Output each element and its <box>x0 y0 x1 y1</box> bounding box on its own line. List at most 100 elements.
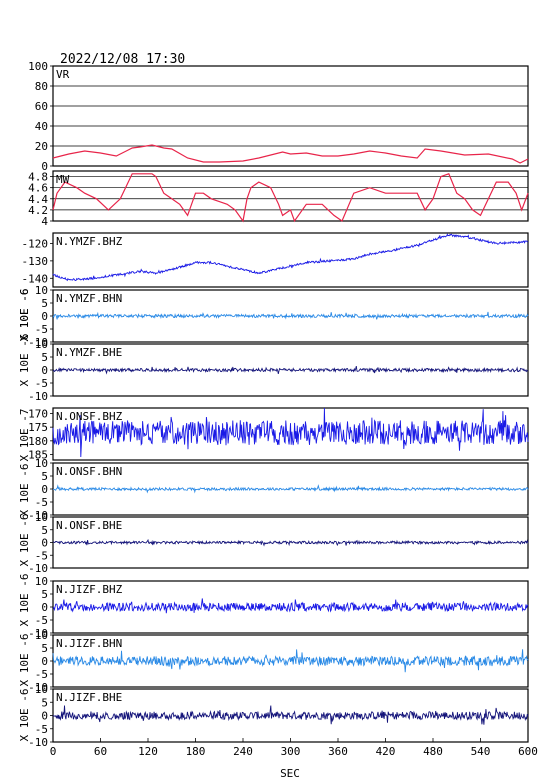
y-tick-label: -120 <box>22 237 49 250</box>
unit-label-ymzf-bhe: X 10E -6 <box>18 334 31 387</box>
y-tick-label: 10 <box>35 575 48 588</box>
y-tick-label: -5 <box>35 549 48 562</box>
y-tick-label: -10 <box>28 627 48 640</box>
x-tick-label: 120 <box>138 745 158 758</box>
panel-title: N.ONSF.BHN <box>56 465 122 478</box>
x-tick-label: 540 <box>471 745 491 758</box>
y-tick-label: 185 <box>28 449 48 462</box>
y-tick-label: 100 <box>28 60 48 73</box>
y-tick-label: -10 <box>28 736 48 749</box>
panel-title: N.ONSF.BHE <box>56 519 122 532</box>
y-tick-label: -5 <box>35 323 48 336</box>
y-tick-label: 5 <box>41 351 48 364</box>
y-tick-label: -130 <box>22 255 49 268</box>
panel-title: N.JIZF.BHE <box>56 691 122 704</box>
unit-label-jizf-bhz: X 10E -6 <box>18 574 31 627</box>
y-tick-label: 10 <box>35 457 48 470</box>
y-tick-label: 10 <box>35 284 48 297</box>
x-tick-label: 600 <box>518 745 538 758</box>
y-tick-label: -5 <box>35 614 48 627</box>
panel-frame <box>52 65 529 167</box>
panel-title: N.YMZF.BHN <box>56 292 122 305</box>
y-tick-label: 20 <box>35 140 48 153</box>
x-axis-label: SEC <box>280 767 300 780</box>
panel-mw: 44.24.44.64.8 MW <box>28 170 529 228</box>
y-tick-label: 10 <box>35 683 48 696</box>
y-tick-label: 10 <box>35 338 48 351</box>
y-tick-label: 0 <box>41 364 48 377</box>
y-tick-label: 4.4 <box>28 193 48 206</box>
x-tick-label: 480 <box>423 745 443 758</box>
y-tick-label: 0 <box>41 601 48 614</box>
series-line-jizf-bhe <box>52 705 529 725</box>
y-tick-label: 5 <box>41 297 48 310</box>
x-tick-label: 360 <box>328 745 348 758</box>
series-line-ymzf-bhn <box>52 311 529 320</box>
y-tick-label: 170 <box>28 407 48 420</box>
y-tick-label: 4.8 <box>28 171 48 184</box>
series-line-vr <box>52 144 529 164</box>
header-timestamp: 2022/12/08 17:30 <box>60 52 185 67</box>
y-tick-label: -10 <box>28 390 48 403</box>
panel-title: N.YMZF.BHZ <box>56 235 123 248</box>
y-tick-label: -5 <box>35 377 48 390</box>
unit-label-onsf-bhn: X 10E -6 <box>18 464 31 517</box>
y-tick-label: -5 <box>35 723 48 736</box>
x-tick-label: 0 <box>50 745 57 758</box>
x-tick-label: 240 <box>233 745 253 758</box>
unit-label-jizf-bhn: X 10E -6 <box>18 634 31 687</box>
x-tick-label: 300 <box>281 745 301 758</box>
unit-label-jizf-bhe: X 10E -6 <box>18 689 31 742</box>
y-tick-label: -10 <box>28 681 48 694</box>
y-tick-label: 80 <box>35 80 48 93</box>
y-tick-label: 0 <box>41 537 48 550</box>
y-tick-label: 5 <box>41 524 48 537</box>
y-tick-label: 60 <box>35 100 48 113</box>
y-tick-label: -5 <box>35 496 48 509</box>
panel-frame <box>52 232 529 288</box>
y-tick-label: 180 <box>28 435 48 448</box>
panel-frame <box>52 170 529 222</box>
y-tick-label: 5 <box>41 642 48 655</box>
unit-labels: X 10E -6X 10E -6X 10E -6X 10E -7X 10E -6… <box>18 289 31 742</box>
y-tick-label: 0 <box>41 655 48 668</box>
panel-title: MW <box>56 173 70 186</box>
y-tick-label: 5 <box>41 470 48 483</box>
panel-title: VR <box>56 68 70 81</box>
y-tick-label: 4 <box>41 215 48 228</box>
y-tick-label: 0 <box>41 710 48 723</box>
y-tick-label: 175 <box>28 421 48 434</box>
y-tick-label: 0 <box>41 310 48 323</box>
series-line-onsf-bhn <box>52 484 529 494</box>
y-tick-label: 5 <box>41 588 48 601</box>
y-tick-label: 0 <box>41 160 48 173</box>
unit-label-onsf-bhz: X 10E -7 <box>18 409 31 462</box>
y-tick-label: 10 <box>35 511 48 524</box>
y-tick-label: -140 <box>22 272 49 285</box>
y-tick-label: -10 <box>28 509 48 522</box>
panel-ymzf-bhz: -140 -130 -120 N.YMZF.BHZ <box>22 232 529 288</box>
series-line-onsf-bhz <box>52 407 529 458</box>
x-tick-label: 60 <box>94 745 107 758</box>
y-tick-label: 4.6 <box>28 182 48 195</box>
y-tick-label: -10 <box>28 562 48 575</box>
y-tick-label: 40 <box>35 120 48 133</box>
series-line-mw <box>52 173 529 223</box>
y-tick-label: 5 <box>41 696 48 709</box>
y-tick-label: -10 <box>28 336 48 349</box>
unit-label-onsf-bhe: X 10E -6 <box>18 514 31 567</box>
x-tick-label: 180 <box>186 745 206 758</box>
series-line-jizf-bhn <box>52 649 529 673</box>
x-axis: 0 60 120 180 240 300 360 420 480 540 600 <box>50 738 538 758</box>
y-tick-label: 4.2 <box>28 204 48 217</box>
series-line-ymzf-bhz <box>52 233 529 282</box>
series-line-onsf-bhe <box>52 538 529 547</box>
